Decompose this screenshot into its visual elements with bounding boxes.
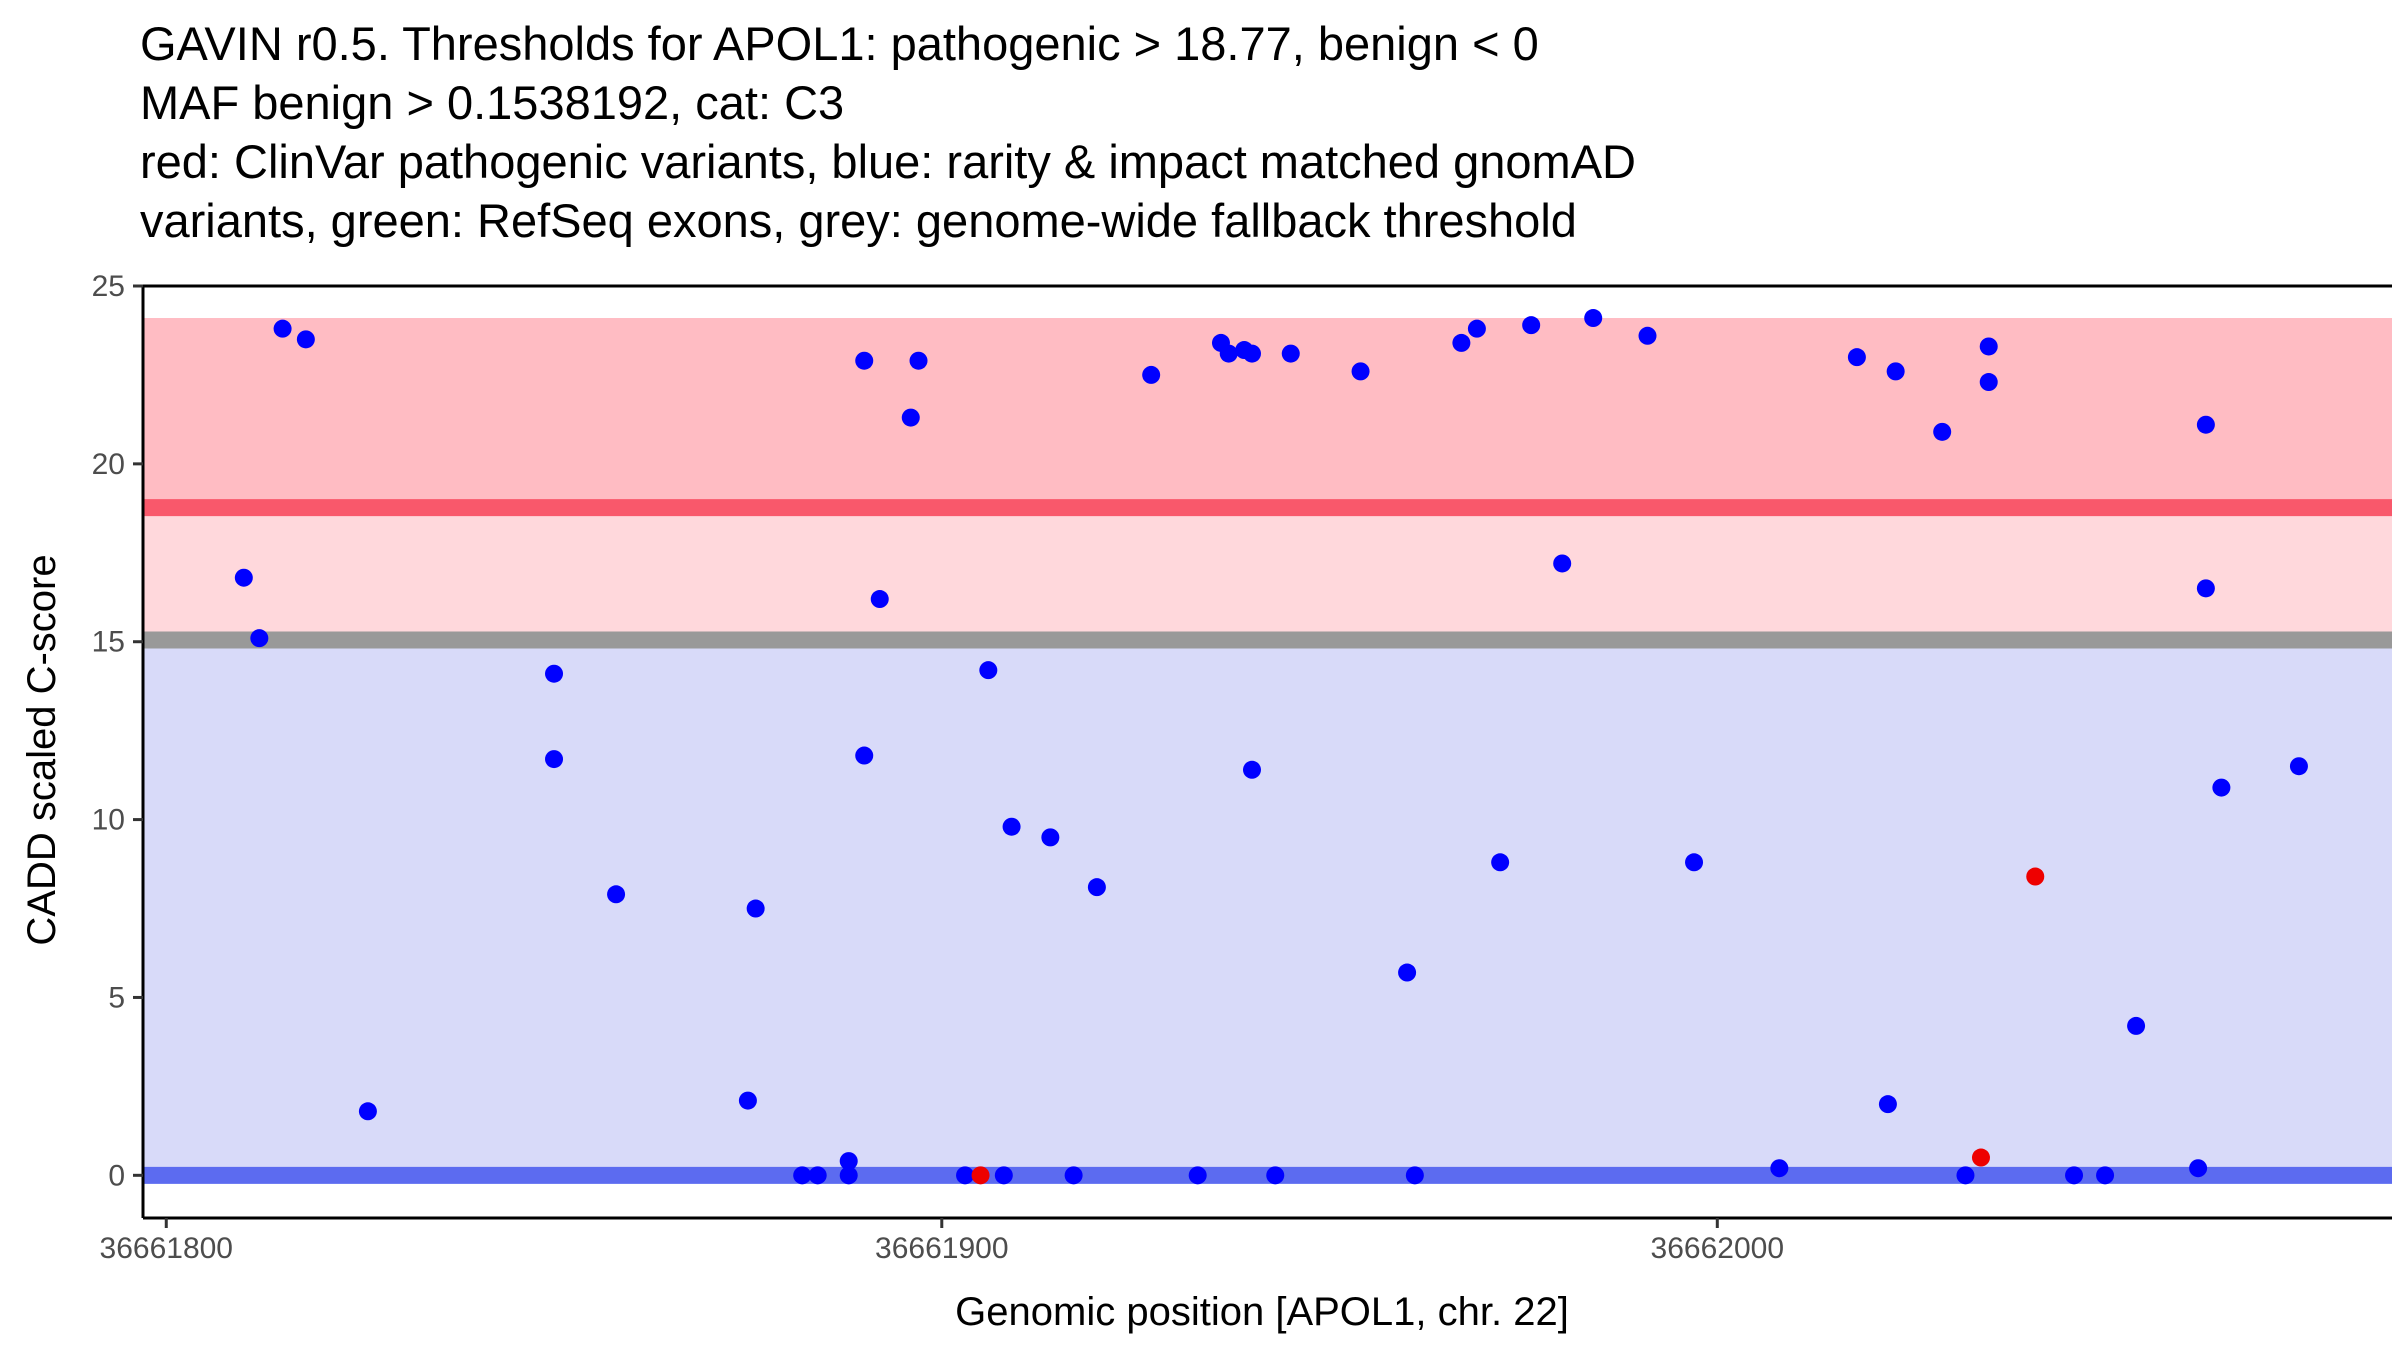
- gnomad-point: [793, 1166, 812, 1185]
- gnomad-point: [2289, 757, 2308, 776]
- gnomad-point: [1638, 326, 1657, 345]
- axes: 0 5 10 15 20 25 36661800 36661900 36662000: [92, 270, 2392, 1265]
- gnomad-point: [1522, 316, 1541, 335]
- gnomad-point: [855, 746, 874, 765]
- y-tick-label: 20: [92, 448, 125, 481]
- gnomad-point: [2096, 1166, 2115, 1185]
- gnomad-point: [855, 351, 874, 370]
- gnomad-point: [1351, 362, 1370, 381]
- gnomad-point: [1041, 828, 1060, 847]
- gnomad-point: [2127, 1016, 2146, 1035]
- gnomad-point: [358, 1102, 377, 1121]
- y-tick-label: 10: [92, 804, 125, 837]
- threshold-bands: [143, 318, 2392, 1176]
- gnomad-point: [1405, 1166, 1424, 1185]
- y-axis-title: CADD scaled C-score: [20, 554, 64, 945]
- chart-title-line-1: GAVIN r0.5. Thresholds for APOL1: pathog…: [140, 17, 1539, 70]
- gnomad-point: [1266, 1166, 1285, 1185]
- gnomad-point: [1281, 344, 1300, 363]
- gnomad-point: [545, 664, 564, 683]
- gnomad-point: [2196, 415, 2215, 434]
- gnomad-point: [250, 629, 269, 648]
- gnomad-point: [1188, 1166, 1207, 1185]
- y-tick-label: 25: [92, 270, 125, 303]
- gnomad-point: [901, 408, 920, 427]
- chart-title-line-3: red: ClinVar pathogenic variants, blue: …: [140, 135, 1636, 188]
- gnomad-point: [1933, 422, 1952, 441]
- gnomad-point: [956, 1166, 975, 1185]
- gnomad-point: [1242, 344, 1261, 363]
- gnomad-point: [2212, 778, 2231, 797]
- y-tick-label: 5: [108, 981, 125, 1014]
- gnomad-point: [870, 590, 889, 609]
- gnomad-point: [273, 319, 292, 338]
- data-points: [234, 309, 2308, 1185]
- gnomad-point: [1584, 309, 1603, 328]
- x-axis-title: Genomic position [APOL1, chr. 22]: [955, 1290, 1569, 1334]
- gnomad-point: [1979, 337, 1998, 356]
- gnomad-point: [2196, 579, 2215, 598]
- y-tick-label: 15: [92, 626, 125, 659]
- fallback-zone: [143, 507, 2392, 640]
- chart-title-line-2: MAF benign > 0.1538192, cat: C3: [140, 76, 845, 129]
- gnomad-point: [296, 330, 315, 349]
- gnomad-point: [1878, 1095, 1897, 1114]
- gnomad-point: [1467, 319, 1486, 338]
- gnomad-point: [1553, 554, 1572, 573]
- gnomad-point: [839, 1152, 858, 1171]
- gnomad-point: [607, 885, 626, 904]
- gnomad-point: [2189, 1159, 2208, 1178]
- chart-title-line-4: variants, green: RefSeq exons, grey: gen…: [140, 194, 1577, 247]
- x-tick-label: 36661800: [100, 1232, 233, 1265]
- gnomad-point: [746, 899, 765, 918]
- gnomad-point: [839, 1166, 858, 1185]
- gnomad-point: [738, 1091, 757, 1110]
- gnomad-point: [808, 1166, 827, 1185]
- pathogenic-zone: [143, 318, 2392, 508]
- gnomad-point: [1242, 760, 1261, 779]
- x-tick-label: 36661900: [875, 1232, 1008, 1265]
- gnomad-point: [234, 568, 253, 587]
- chart-title: GAVIN r0.5. Thresholds for APOL1: pathog…: [140, 14, 2380, 250]
- gnomad-point: [909, 351, 928, 370]
- gnomad-point: [1002, 817, 1021, 836]
- gnomad-point: [1398, 963, 1417, 982]
- clinvar-point: [1971, 1148, 1990, 1167]
- gnomad-point: [545, 750, 564, 769]
- gnomad-point: [2065, 1166, 2084, 1185]
- gnomad-point: [1491, 853, 1510, 872]
- gnomad-point: [1770, 1159, 1789, 1178]
- clinvar-point: [2026, 867, 2045, 886]
- gnomad-point: [1087, 878, 1106, 897]
- gnomad-point: [1886, 362, 1905, 381]
- gnomad-point: [1219, 344, 1238, 363]
- gnomad-point: [1452, 333, 1471, 352]
- clinvar-point: [971, 1166, 990, 1185]
- gnomad-point: [1979, 373, 1998, 392]
- y-tick-label: 0: [108, 1159, 125, 1192]
- gnomad-point: [1956, 1166, 1975, 1185]
- gnomad-point: [1064, 1166, 1083, 1185]
- benign-zone: [143, 639, 2392, 1176]
- gnomad-point: [994, 1166, 1013, 1185]
- gnomad-point: [1847, 348, 1866, 367]
- gnomad-point: [1685, 853, 1704, 872]
- x-tick-label: 36662000: [1651, 1232, 1784, 1265]
- gnomad-point: [1142, 365, 1161, 384]
- gnomad-point: [979, 661, 998, 680]
